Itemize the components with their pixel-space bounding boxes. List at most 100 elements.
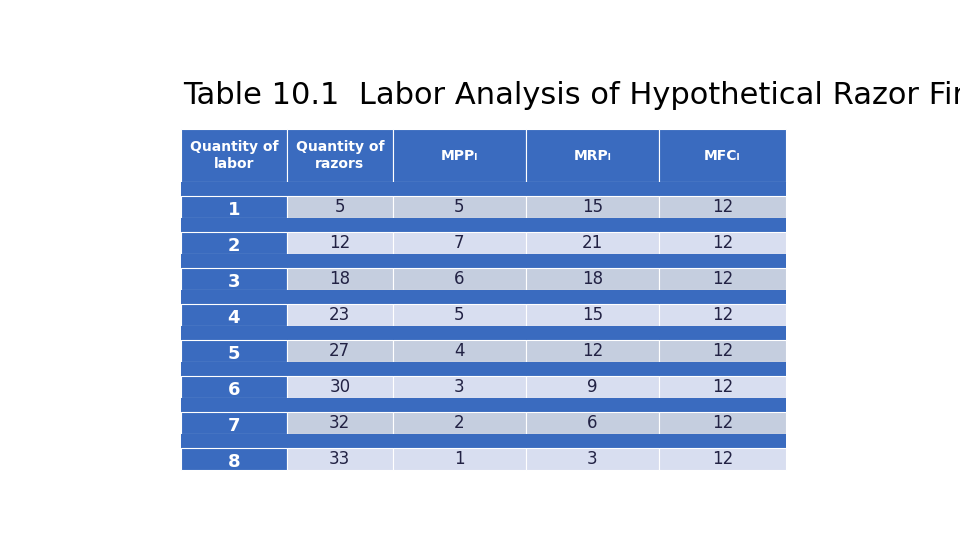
- Text: 1: 1: [228, 200, 240, 219]
- Bar: [659, 376, 786, 398]
- Text: 12: 12: [582, 342, 603, 360]
- Bar: [659, 195, 786, 218]
- Text: 8: 8: [228, 453, 240, 471]
- Bar: [181, 182, 287, 195]
- Bar: [287, 254, 393, 268]
- Text: 12: 12: [711, 270, 733, 288]
- Text: 15: 15: [582, 198, 603, 216]
- Text: 4: 4: [228, 309, 240, 327]
- Text: 6: 6: [228, 381, 240, 399]
- Bar: [526, 412, 659, 434]
- Text: 12: 12: [711, 306, 733, 324]
- Text: 12: 12: [711, 234, 733, 252]
- Bar: [181, 268, 287, 290]
- Bar: [181, 340, 287, 362]
- Text: 9: 9: [588, 378, 597, 396]
- Bar: [526, 254, 659, 268]
- Bar: [393, 232, 526, 254]
- Bar: [393, 304, 526, 326]
- Bar: [287, 218, 393, 232]
- Bar: [287, 304, 393, 326]
- Bar: [659, 434, 786, 448]
- Bar: [659, 412, 786, 434]
- Bar: [393, 434, 526, 448]
- Bar: [287, 434, 393, 448]
- Bar: [526, 182, 659, 195]
- Bar: [393, 376, 526, 398]
- Bar: [526, 326, 659, 340]
- Bar: [526, 434, 659, 448]
- Text: 2: 2: [454, 414, 465, 432]
- Text: 12: 12: [711, 342, 733, 360]
- Text: 23: 23: [329, 306, 350, 324]
- Bar: [526, 340, 659, 362]
- Text: 5: 5: [334, 198, 345, 216]
- Bar: [181, 448, 287, 470]
- Bar: [181, 218, 287, 232]
- Text: 12: 12: [711, 450, 733, 468]
- Bar: [181, 290, 287, 304]
- Bar: [659, 218, 786, 232]
- Text: 5: 5: [228, 345, 240, 363]
- Bar: [393, 268, 526, 290]
- Bar: [526, 218, 659, 232]
- Bar: [181, 326, 287, 340]
- Bar: [526, 129, 659, 182]
- Text: 32: 32: [329, 414, 350, 432]
- Text: MRPₗ: MRPₗ: [573, 148, 612, 163]
- Text: 12: 12: [711, 198, 733, 216]
- Bar: [659, 326, 786, 340]
- Bar: [287, 232, 393, 254]
- Bar: [181, 254, 287, 268]
- Bar: [526, 398, 659, 412]
- Bar: [287, 362, 393, 376]
- Text: Quantity of
razors: Quantity of razors: [296, 140, 384, 171]
- Bar: [287, 340, 393, 362]
- Bar: [393, 182, 526, 195]
- Text: 7: 7: [454, 234, 465, 252]
- Bar: [181, 232, 287, 254]
- Bar: [287, 182, 393, 195]
- Bar: [393, 362, 526, 376]
- Bar: [393, 326, 526, 340]
- Bar: [393, 412, 526, 434]
- Bar: [287, 448, 393, 470]
- Bar: [181, 434, 287, 448]
- Bar: [659, 129, 786, 182]
- Text: Quantity of
labor: Quantity of labor: [190, 140, 278, 171]
- Bar: [659, 254, 786, 268]
- Bar: [659, 232, 786, 254]
- Text: 4: 4: [454, 342, 465, 360]
- Bar: [659, 304, 786, 326]
- Text: 3: 3: [587, 450, 598, 468]
- Bar: [287, 195, 393, 218]
- Text: 6: 6: [588, 414, 597, 432]
- Bar: [526, 448, 659, 470]
- Bar: [181, 129, 287, 182]
- Bar: [393, 195, 526, 218]
- Bar: [659, 290, 786, 304]
- Bar: [287, 376, 393, 398]
- Bar: [181, 412, 287, 434]
- Bar: [181, 362, 287, 376]
- Text: 2: 2: [228, 237, 240, 255]
- Bar: [659, 268, 786, 290]
- Bar: [393, 254, 526, 268]
- Text: 3: 3: [228, 273, 240, 291]
- Bar: [181, 376, 287, 398]
- Text: 30: 30: [329, 378, 350, 396]
- Bar: [526, 232, 659, 254]
- Text: 12: 12: [329, 234, 350, 252]
- Bar: [287, 268, 393, 290]
- Bar: [526, 304, 659, 326]
- Text: 27: 27: [329, 342, 350, 360]
- Text: 15: 15: [582, 306, 603, 324]
- Text: 12: 12: [711, 378, 733, 396]
- Bar: [526, 195, 659, 218]
- Bar: [181, 398, 287, 412]
- Bar: [659, 340, 786, 362]
- Text: 21: 21: [582, 234, 603, 252]
- Text: 5: 5: [454, 198, 465, 216]
- Bar: [181, 195, 287, 218]
- Bar: [393, 448, 526, 470]
